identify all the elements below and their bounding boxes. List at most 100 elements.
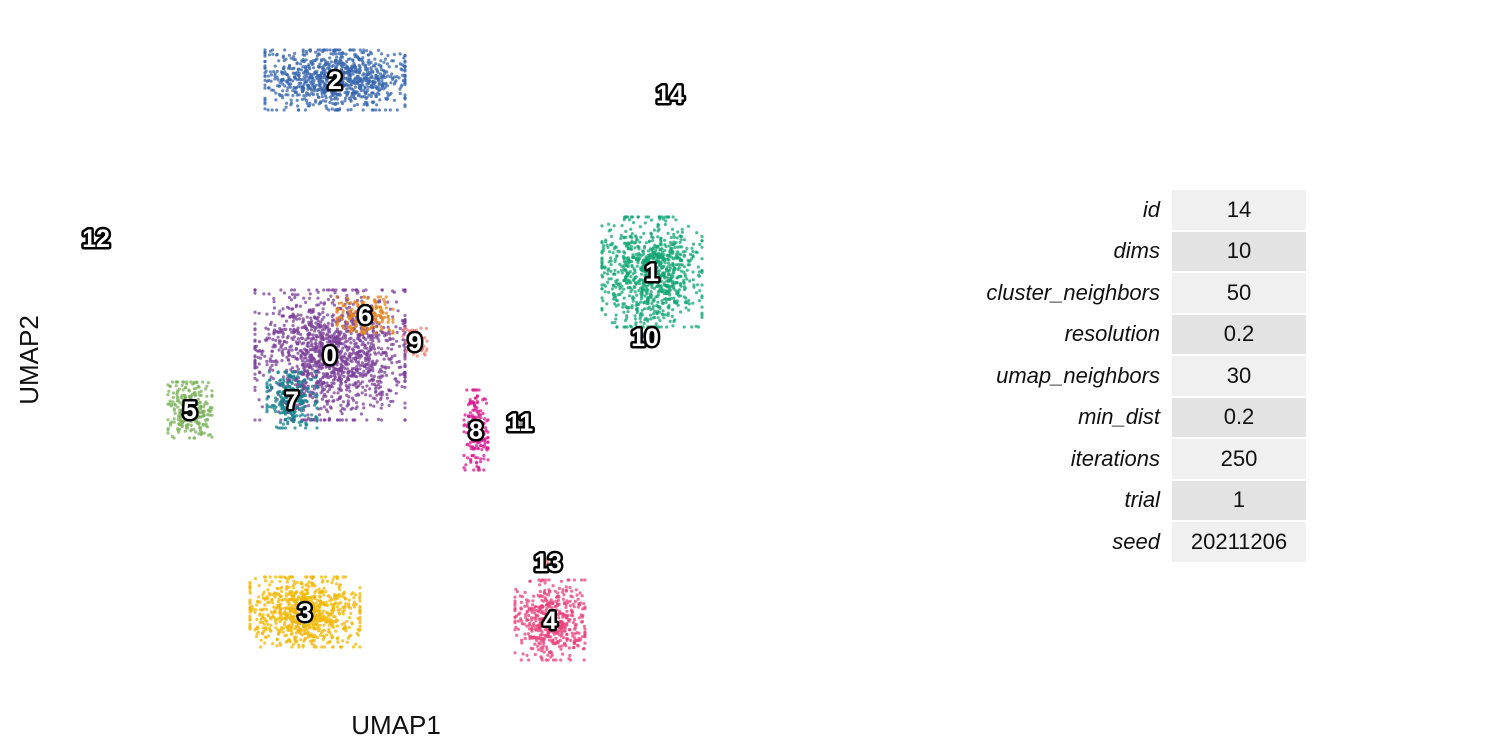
point [656,229,660,233]
point [337,52,341,56]
point [642,266,646,270]
point [352,48,356,52]
point [333,102,337,106]
point [600,273,604,277]
point [317,53,321,57]
point [256,630,260,634]
point [273,74,277,78]
point [664,219,668,223]
point [679,258,683,263]
point [334,73,338,78]
point [370,382,374,386]
point [403,313,407,318]
point [635,238,639,242]
point [295,98,299,102]
point [339,350,343,355]
point [354,360,358,364]
point [620,284,624,288]
point [577,616,582,620]
point [356,290,360,294]
point [538,608,542,613]
point [643,294,647,298]
point [253,345,257,349]
point [284,617,288,621]
point [366,60,370,64]
point [541,604,545,608]
point [318,84,322,88]
point [374,387,378,391]
point [371,81,375,85]
point [565,609,569,613]
point [688,279,692,283]
point [544,578,548,582]
point [698,242,702,246]
point [248,618,252,622]
point [628,270,632,274]
point [248,610,252,614]
point [291,79,295,83]
point [210,389,214,393]
point [328,349,332,353]
point [391,307,395,311]
point [346,108,350,112]
point [360,380,365,384]
point [542,590,547,595]
point [276,592,280,596]
point [373,325,377,329]
point [324,355,328,359]
point [253,628,257,632]
point [344,345,348,349]
point [531,603,535,607]
point [376,382,381,387]
point [267,332,271,336]
point [288,85,293,89]
point [341,324,345,328]
point [664,283,668,287]
point [362,406,366,410]
point [362,295,367,299]
point [340,418,344,422]
point [613,257,618,261]
point [309,393,313,397]
point [661,272,666,276]
point [210,435,214,439]
point [272,306,277,310]
point [254,608,258,612]
point [297,67,301,71]
point [557,586,562,591]
point [539,579,543,583]
point [570,631,574,635]
point [379,325,383,329]
point [261,373,265,377]
point [312,608,316,612]
point [573,636,577,640]
point [655,284,659,289]
point [287,53,291,57]
point [665,279,669,283]
point [652,312,656,316]
point [655,265,659,270]
point [647,283,651,287]
point [271,52,275,56]
point [369,342,374,346]
point [271,642,275,646]
point [549,651,554,655]
point [322,405,326,409]
point [554,636,558,640]
point [659,325,663,329]
point [302,75,306,79]
point [345,87,349,91]
point [632,285,636,289]
point [316,290,320,294]
point [661,217,666,221]
point [361,402,365,406]
point [176,398,180,403]
point [643,318,647,322]
point [283,48,287,52]
point [260,350,264,354]
point [582,601,586,606]
point [560,590,565,594]
point [315,316,319,321]
point [536,614,540,618]
point [375,393,379,397]
